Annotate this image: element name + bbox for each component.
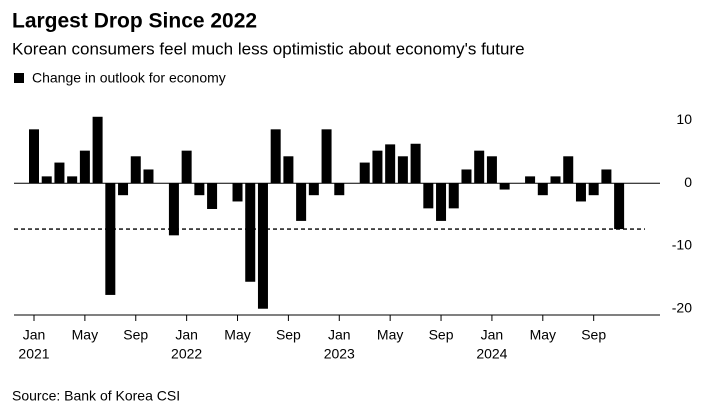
x-tick-label: May	[530, 327, 556, 343]
y-tick-label: -10	[672, 237, 692, 253]
bar	[486, 156, 497, 184]
source: Source: Bank of Korea CSI	[12, 388, 180, 404]
bar	[232, 183, 243, 202]
bar	[245, 183, 256, 282]
bar	[270, 129, 281, 184]
bar	[54, 162, 65, 184]
bar	[499, 183, 510, 190]
bar	[283, 156, 294, 184]
bar	[525, 176, 536, 184]
bar	[448, 183, 459, 209]
bar	[601, 169, 612, 184]
legend-swatch	[14, 73, 24, 83]
bar	[385, 144, 396, 184]
x-tick-label: Jan	[23, 327, 46, 343]
bar	[194, 183, 205, 196]
bar	[118, 183, 129, 196]
bar	[575, 183, 586, 202]
bar	[296, 183, 307, 221]
x-year-label: 2022	[171, 346, 202, 362]
y-tick-label: -20	[672, 299, 692, 315]
bar	[168, 183, 179, 236]
bar	[321, 129, 332, 184]
x-tick-label: Jan	[481, 327, 504, 343]
bar	[130, 156, 141, 184]
bar	[79, 150, 90, 184]
x-year-label: 2024	[476, 346, 507, 362]
bar	[181, 150, 192, 184]
legend-label: Change in outlook for economy	[32, 70, 226, 86]
bar	[423, 183, 434, 209]
bar	[207, 183, 218, 209]
y-tick-label: 0	[684, 174, 692, 190]
bar	[105, 183, 116, 295]
chart-subtitle: Korean consumers feel much less optimist…	[12, 39, 525, 58]
bar	[436, 183, 447, 221]
bar	[588, 183, 599, 196]
bar	[334, 183, 345, 196]
bar	[372, 150, 383, 184]
bar	[474, 150, 485, 184]
chart-title: Largest Drop Since 2022	[12, 10, 257, 33]
x-year-label: 2023	[324, 346, 355, 362]
bar	[67, 176, 78, 184]
x-tick-label: Sep	[123, 327, 148, 343]
bar	[359, 162, 370, 184]
bar	[410, 143, 421, 184]
bar	[92, 116, 103, 184]
bar	[29, 129, 39, 184]
x-tick-label: Jan	[175, 327, 198, 343]
bar	[537, 183, 548, 196]
bar	[550, 176, 561, 184]
bar	[41, 176, 52, 184]
x-tick-label: Sep	[276, 327, 301, 343]
x-tick-label: May	[72, 327, 98, 343]
bar	[397, 156, 408, 184]
bar	[308, 183, 319, 196]
x-tick-label: Sep	[581, 327, 606, 343]
x-year-label: 2021	[18, 346, 49, 362]
bar	[461, 169, 472, 184]
y-tick-label: 10	[676, 111, 692, 127]
bar	[143, 169, 154, 184]
x-tick-label: Jan	[328, 327, 351, 343]
x-tick-label: Sep	[429, 327, 454, 343]
bar	[614, 183, 625, 230]
bar	[563, 156, 574, 184]
bar	[257, 183, 268, 309]
x-tick-label: May	[377, 327, 403, 343]
x-tick-label: May	[224, 327, 250, 343]
